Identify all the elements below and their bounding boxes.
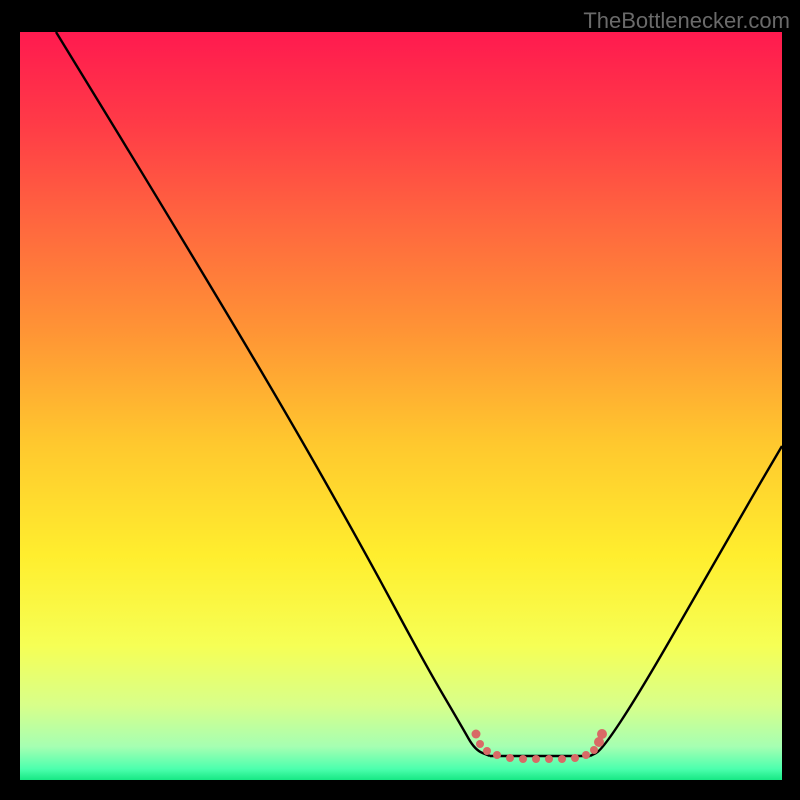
curve-left — [56, 32, 490, 756]
bottleneck-dot — [545, 755, 553, 763]
bottleneck-dot — [519, 755, 527, 763]
bottleneck-dot — [558, 755, 566, 763]
watermark-text: TheBottlenecker.com — [583, 8, 790, 34]
bottleneck-dot — [476, 740, 484, 748]
bottleneck-dot — [590, 746, 598, 754]
bottleneck-dot — [597, 729, 607, 739]
bottleneck-dot — [532, 755, 540, 763]
curve-right — [590, 446, 782, 756]
bottleneck-dot — [472, 730, 481, 739]
bottleneck-dot — [582, 751, 590, 759]
bottleneck-dot — [506, 754, 514, 762]
bottleneck-dot — [483, 747, 491, 755]
bottleneck-dot — [493, 751, 501, 759]
bottleneck-dot — [571, 754, 579, 762]
plot-area — [20, 32, 782, 780]
bottleneck-curve — [20, 32, 782, 780]
